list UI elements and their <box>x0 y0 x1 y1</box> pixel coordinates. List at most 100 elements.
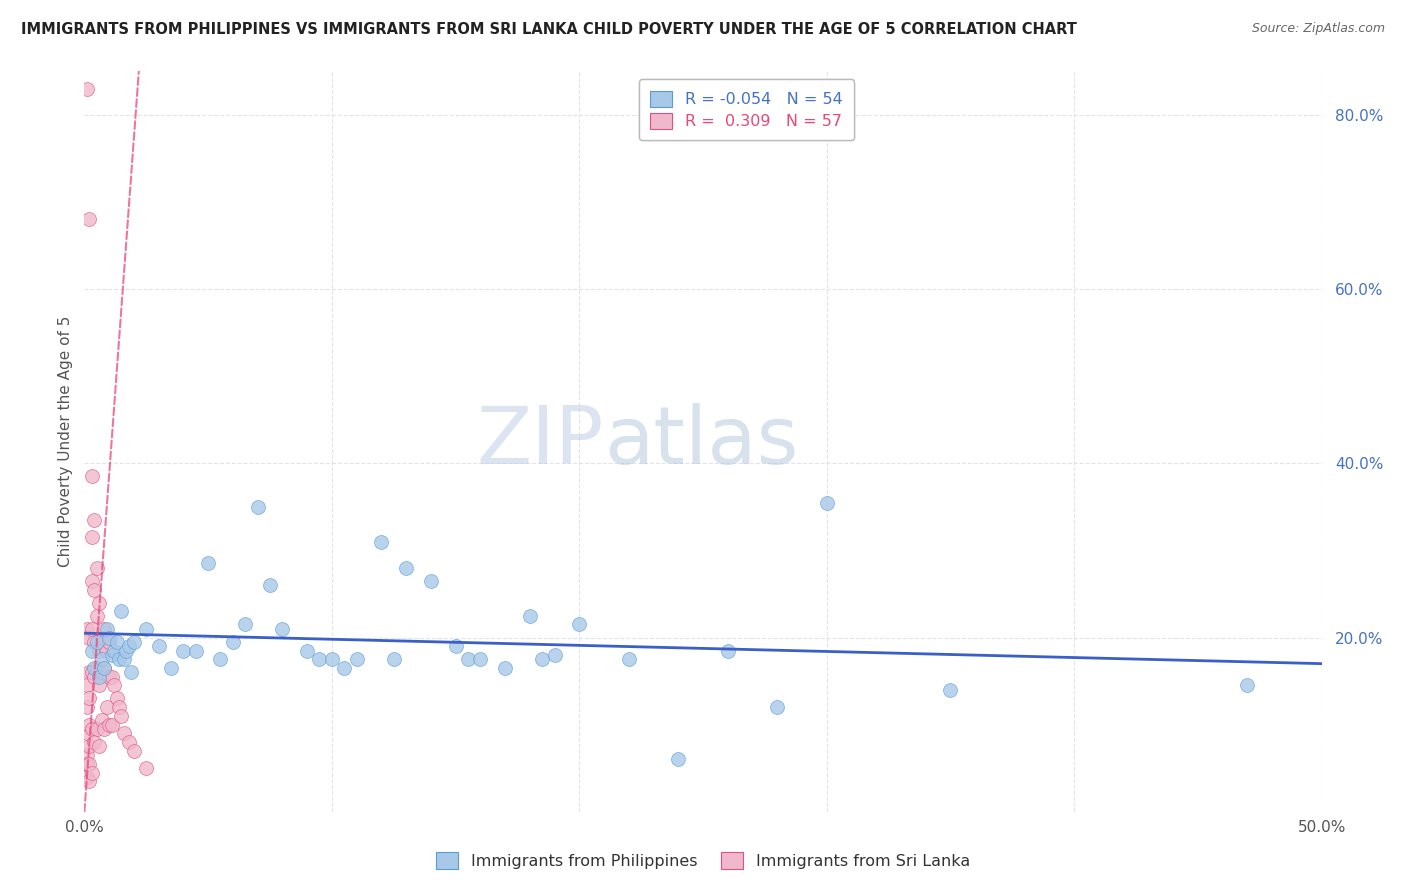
Point <box>108 700 131 714</box>
Point <box>115 643 138 657</box>
Point <box>79 774 101 789</box>
Point <box>112 652 135 666</box>
Point <box>160 661 183 675</box>
Point <box>112 726 135 740</box>
Point <box>76 82 98 96</box>
Point <box>233 617 256 632</box>
Point <box>86 661 108 675</box>
Point <box>118 639 141 653</box>
Point <box>76 622 98 636</box>
Point <box>86 561 108 575</box>
Text: ZIP: ZIP <box>477 402 605 481</box>
Point <box>80 469 103 483</box>
Point <box>308 652 330 666</box>
Point <box>89 596 111 610</box>
Point <box>100 717 122 731</box>
Legend: Immigrants from Philippines, Immigrants from Sri Lanka: Immigrants from Philippines, Immigrants … <box>429 846 977 875</box>
Point <box>83 635 105 649</box>
Point <box>519 608 541 623</box>
Point <box>76 756 98 771</box>
Point <box>98 631 121 645</box>
Point <box>80 530 103 544</box>
Point <box>108 652 131 666</box>
Point <box>370 534 392 549</box>
Point <box>80 574 103 588</box>
Point <box>494 661 516 675</box>
Point <box>80 622 103 636</box>
Point <box>79 631 101 645</box>
Point <box>766 700 789 714</box>
Point <box>96 643 118 657</box>
Point <box>103 678 125 692</box>
Point <box>98 670 121 684</box>
Point <box>122 744 145 758</box>
Point <box>321 652 343 666</box>
Point <box>295 643 318 657</box>
Point <box>79 212 101 227</box>
Point <box>76 770 98 784</box>
Point <box>259 578 281 592</box>
Point <box>103 643 125 657</box>
Point <box>543 648 565 662</box>
Point <box>93 622 115 636</box>
Point <box>100 670 122 684</box>
Point <box>83 513 105 527</box>
Point <box>717 643 740 657</box>
Point <box>96 622 118 636</box>
Point <box>80 722 103 736</box>
Point <box>79 691 101 706</box>
Point <box>80 765 103 780</box>
Point <box>90 652 112 666</box>
Point <box>83 582 105 597</box>
Legend: R = -0.054   N = 54, R =  0.309   N = 57: R = -0.054 N = 54, R = 0.309 N = 57 <box>638 79 853 140</box>
Point <box>96 700 118 714</box>
Point <box>197 557 219 571</box>
Point <box>83 735 105 749</box>
Point <box>120 665 142 680</box>
Point <box>89 739 111 754</box>
Text: IMMIGRANTS FROM PHILIPPINES VS IMMIGRANTS FROM SRI LANKA CHILD POVERTY UNDER THE: IMMIGRANTS FROM PHILIPPINES VS IMMIGRANT… <box>21 22 1077 37</box>
Point <box>93 722 115 736</box>
Point <box>76 700 98 714</box>
Point <box>83 670 105 684</box>
Point <box>1236 678 1258 692</box>
Point <box>470 652 492 666</box>
Point <box>76 678 98 692</box>
Point <box>172 643 194 657</box>
Y-axis label: Child Poverty Under the Age of 5: Child Poverty Under the Age of 5 <box>58 316 73 567</box>
Point <box>184 643 207 657</box>
Point <box>419 574 441 588</box>
Point <box>246 500 269 514</box>
Point <box>271 622 294 636</box>
Point <box>89 670 111 684</box>
Point <box>939 682 962 697</box>
Point <box>135 622 157 636</box>
Point <box>93 661 115 675</box>
Point <box>79 665 101 680</box>
Point <box>93 661 115 675</box>
Point <box>79 717 101 731</box>
Point <box>346 652 368 666</box>
Point <box>105 635 128 649</box>
Point <box>122 635 145 649</box>
Point <box>98 635 121 649</box>
Point <box>531 652 554 666</box>
Point <box>76 726 98 740</box>
Point <box>333 661 356 675</box>
Point <box>617 652 640 666</box>
Point <box>382 652 405 666</box>
Point <box>80 665 103 680</box>
Point <box>79 756 101 771</box>
Point <box>118 735 141 749</box>
Point <box>83 661 105 675</box>
Point <box>90 713 112 727</box>
Point <box>80 643 103 657</box>
Point <box>89 643 111 657</box>
Point <box>444 639 467 653</box>
Text: atlas: atlas <box>605 402 799 481</box>
Point <box>148 639 170 653</box>
Point <box>90 631 112 645</box>
Point <box>395 561 418 575</box>
Point <box>86 608 108 623</box>
Point <box>666 752 689 766</box>
